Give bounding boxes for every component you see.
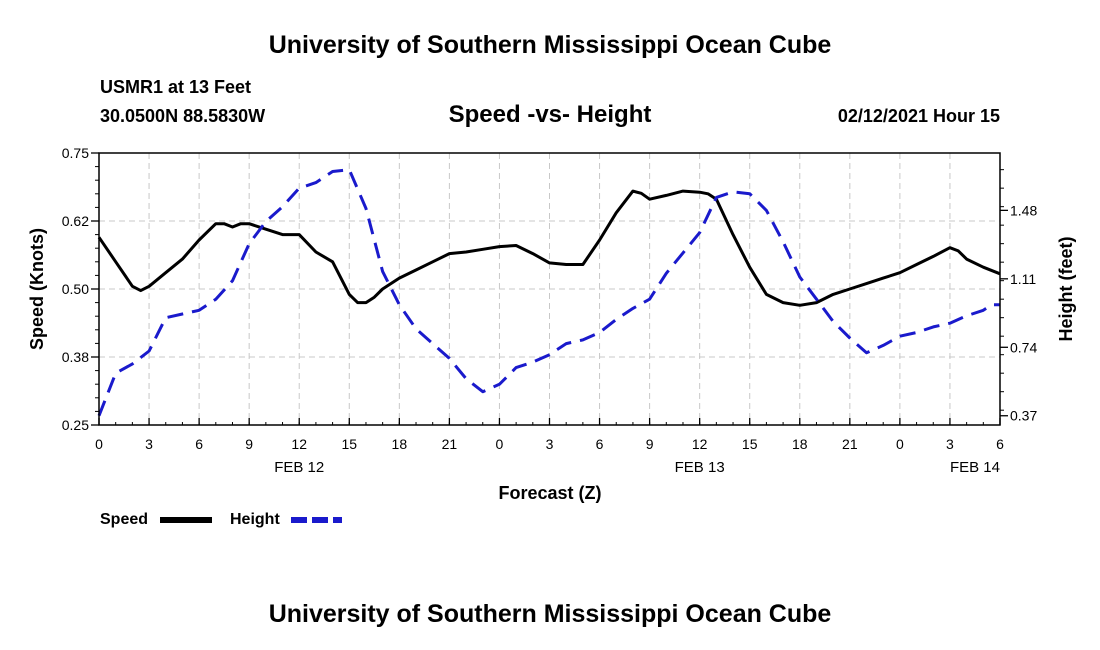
x-tick-label: 9 [245, 436, 253, 452]
y-left-tick-label: 0.38 [62, 349, 89, 365]
x-tick-label: 3 [546, 436, 554, 452]
y-right-axis-title: Height (feet) [1056, 237, 1076, 342]
y-left-tick-label: 0.62 [62, 213, 89, 229]
x-tick-label: 3 [145, 436, 153, 452]
date-label: FEB 12 [274, 459, 324, 476]
y-left-axis-title: Speed (Knots) [27, 228, 47, 350]
y-right-tick-label: 1.48 [1010, 202, 1037, 218]
x-tick-label: 18 [792, 436, 808, 452]
x-tick-label: 15 [341, 436, 357, 452]
x-tick-label: 0 [496, 436, 504, 452]
y-right-tick-label: 0.37 [1010, 408, 1037, 424]
y-right-tick-label: 1.11 [1010, 271, 1036, 287]
x-tick-label: 12 [692, 436, 708, 452]
x-tick-label: 9 [646, 436, 654, 452]
station-name: USMR1 at 13 Feet [100, 77, 252, 97]
x-tick-label: 18 [392, 436, 408, 452]
chart-date: 02/12/2021 Hour 15 [837, 106, 1000, 126]
x-tick-label: 0 [896, 436, 904, 452]
y-left-tick-label: 0.75 [62, 145, 89, 161]
y-left-tick-label: 0.50 [62, 281, 89, 297]
chart-subtitle: Speed -vs- Height [448, 101, 652, 128]
axis-layer: 0 3 6 9 12 15 18 21 0 3 6 9 12 15 18 21 0 3 6 FEB 12 FEB 13 F… [27, 145, 1076, 503]
x-tick-label: 0 [95, 436, 103, 452]
date-label: FEB 14 [950, 459, 1000, 476]
station-coordinates: 30.0500N 88.5830W [100, 106, 266, 126]
bottom-title: University of Southern Mississippi Ocean… [268, 600, 832, 628]
x-tick-label: 6 [996, 436, 1004, 452]
top-title: University of Southern Mississippi Ocean… [268, 31, 832, 59]
x-tick-label: 6 [195, 436, 203, 452]
date-label: FEB 13 [675, 459, 725, 476]
y-left-tick-label: 0.25 [62, 417, 89, 433]
x-tick-label: 21 [842, 436, 858, 452]
grid-layer [99, 153, 1000, 425]
legend-label-height: Height [230, 511, 280, 528]
y-right-tick-label: 0.74 [1010, 339, 1037, 355]
series-line-height [97, 168, 1000, 417]
x-axis-title: Forecast (Z) [498, 483, 601, 503]
x-tick-label: 6 [596, 436, 604, 452]
series-layer [97, 168, 1001, 417]
x-tick-label: 15 [742, 436, 758, 452]
x-tick-label: 3 [946, 436, 954, 452]
legend: Speed Height [100, 511, 342, 528]
series-line-speed [97, 189, 1001, 307]
legend-label-speed: Speed [100, 511, 148, 528]
x-tick-label: 21 [442, 436, 458, 452]
x-tick-label: 12 [291, 436, 307, 452]
